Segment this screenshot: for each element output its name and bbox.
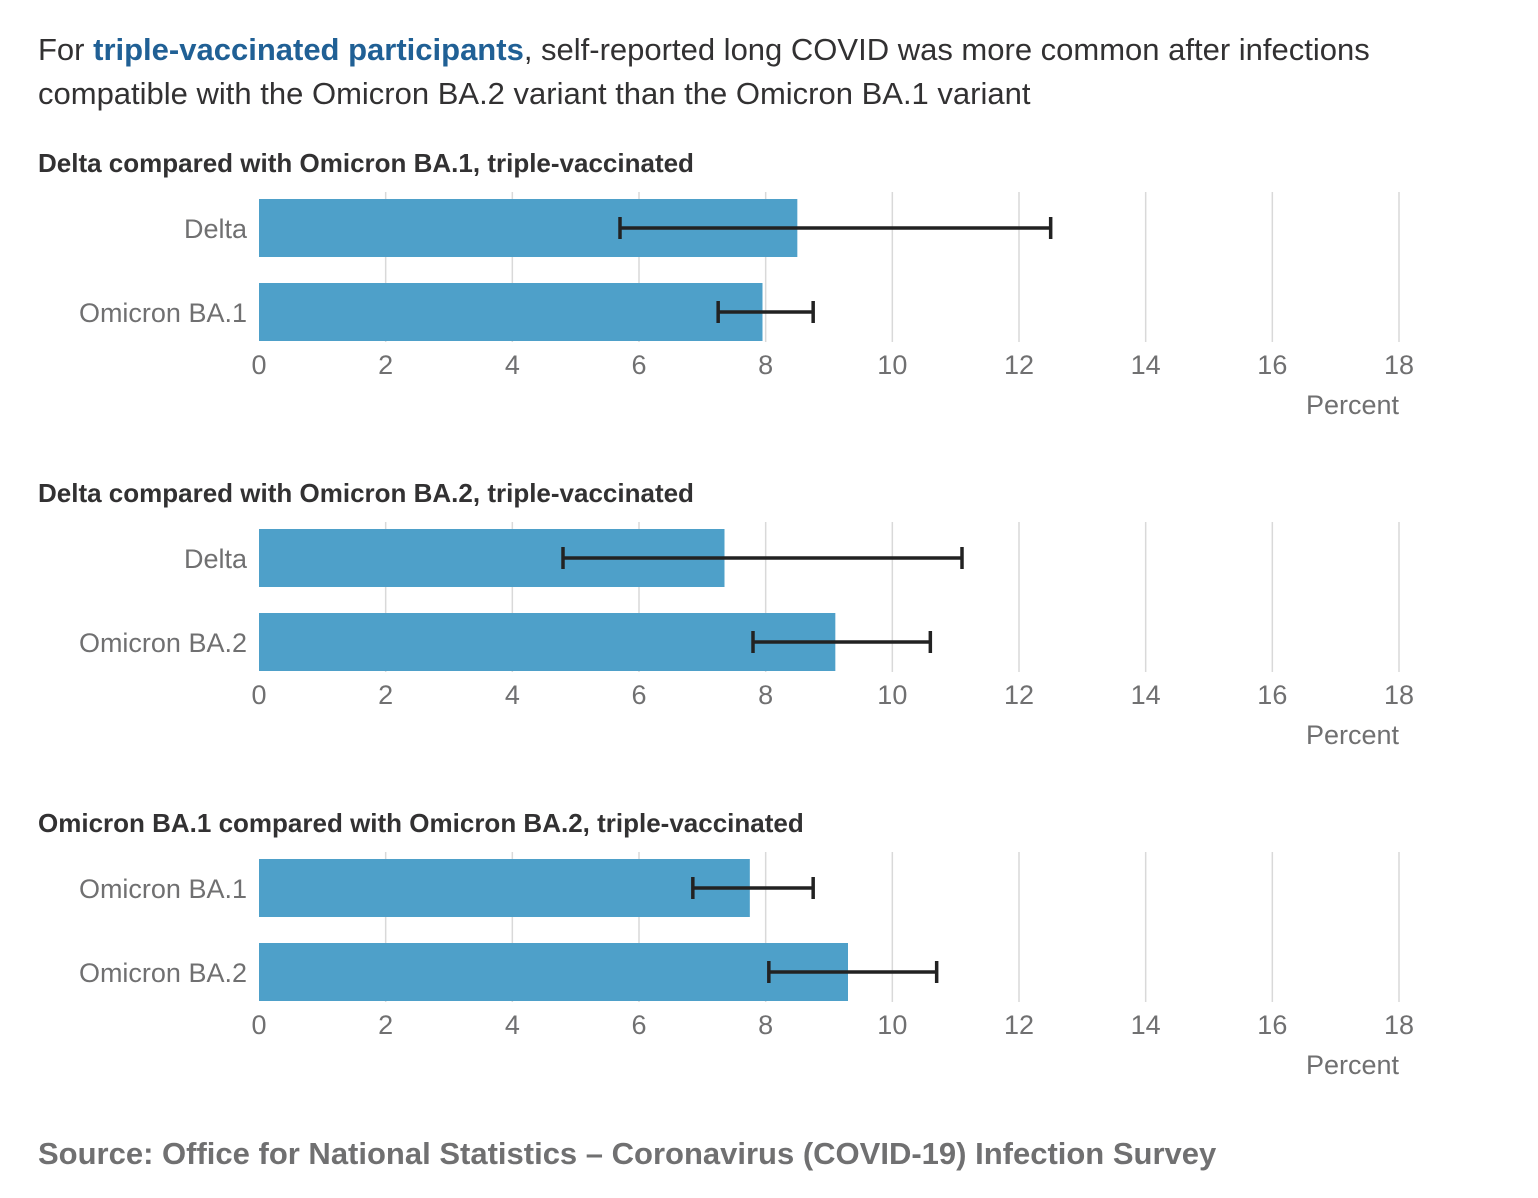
chart-headline: For triple-vaccinated participants, self… xyxy=(38,28,1478,116)
tick-label: 8 xyxy=(758,350,773,380)
tick-label: 18 xyxy=(1384,350,1414,380)
headline-suffix: , self-reported long COVID was more comm… xyxy=(38,32,1370,111)
bar xyxy=(259,943,848,1001)
axis-label: Percent xyxy=(1306,390,1400,420)
category-label: Omicron BA.1 xyxy=(79,298,247,328)
tick-label: 8 xyxy=(758,1010,773,1040)
tick-label: 14 xyxy=(1131,1010,1161,1040)
bar-chart: Omicron BA.1 Omicron BA.20 2 4 6 8 10 12 14 16 18 P… xyxy=(79,852,1414,1080)
headline-highlight: triple-vaccinated participants xyxy=(93,32,524,67)
tick-label: 16 xyxy=(1257,350,1287,380)
headline-prefix: For xyxy=(38,32,94,67)
tick-label: 0 xyxy=(251,1010,266,1040)
tick-label: 14 xyxy=(1131,350,1161,380)
tick-label: 18 xyxy=(1384,680,1414,710)
axis-label: Percent xyxy=(1306,720,1400,750)
tick-label: 0 xyxy=(251,350,266,380)
tick-label: 8 xyxy=(758,680,773,710)
tick-label: 4 xyxy=(505,1010,520,1040)
bar xyxy=(259,613,836,671)
tick-label: 2 xyxy=(378,350,393,380)
tick-label: 14 xyxy=(1131,680,1161,710)
axis-label: Percent xyxy=(1306,1050,1400,1080)
panel-title: Omicron BA.1 compared with Omicron BA.2,… xyxy=(38,808,804,838)
tick-label: 12 xyxy=(1004,1010,1034,1040)
tick-label: 6 xyxy=(631,350,646,380)
category-label: Delta xyxy=(184,544,248,574)
tick-label: 10 xyxy=(877,680,907,710)
chart-panel-1: Delta compared with Omicron BA.1, triple… xyxy=(0,148,1538,448)
tick-label: 4 xyxy=(505,350,520,380)
bar xyxy=(259,859,750,917)
category-label: Omicron BA.2 xyxy=(79,628,247,658)
tick-label: 16 xyxy=(1257,680,1287,710)
tick-label: 10 xyxy=(877,350,907,380)
bar-chart: Delta Omicron BA.10 2 4 6 8 10 12 14 16 18 Percent xyxy=(79,192,1414,420)
tick-label: 6 xyxy=(631,1010,646,1040)
tick-label: 12 xyxy=(1004,680,1034,710)
category-label: Delta xyxy=(184,214,248,244)
chart-panel-2: Delta compared with Omicron BA.2, triple… xyxy=(0,478,1538,778)
panel-title: Delta compared with Omicron BA.1, triple… xyxy=(38,148,694,178)
chart-panel-3: Omicron BA.1 compared with Omicron BA.2,… xyxy=(0,808,1538,1108)
bar xyxy=(259,283,763,341)
tick-label: 2 xyxy=(378,1010,393,1040)
tick-label: 2 xyxy=(378,680,393,710)
tick-label: 4 xyxy=(505,680,520,710)
tick-label: 10 xyxy=(877,1010,907,1040)
panel-title: Delta compared with Omicron BA.2, triple… xyxy=(38,478,694,508)
tick-label: 6 xyxy=(631,680,646,710)
tick-label: 18 xyxy=(1384,1010,1414,1040)
tick-label: 16 xyxy=(1257,1010,1287,1040)
tick-label: 12 xyxy=(1004,350,1034,380)
category-label: Omicron BA.1 xyxy=(79,874,247,904)
bar-chart: Delta Omicron BA.20 2 4 6 8 10 12 14 16 18 Percent xyxy=(79,522,1414,750)
source-note: Source: Office for National Statistics –… xyxy=(38,1136,1217,1171)
tick-label: 0 xyxy=(251,680,266,710)
category-label: Omicron BA.2 xyxy=(79,958,247,988)
